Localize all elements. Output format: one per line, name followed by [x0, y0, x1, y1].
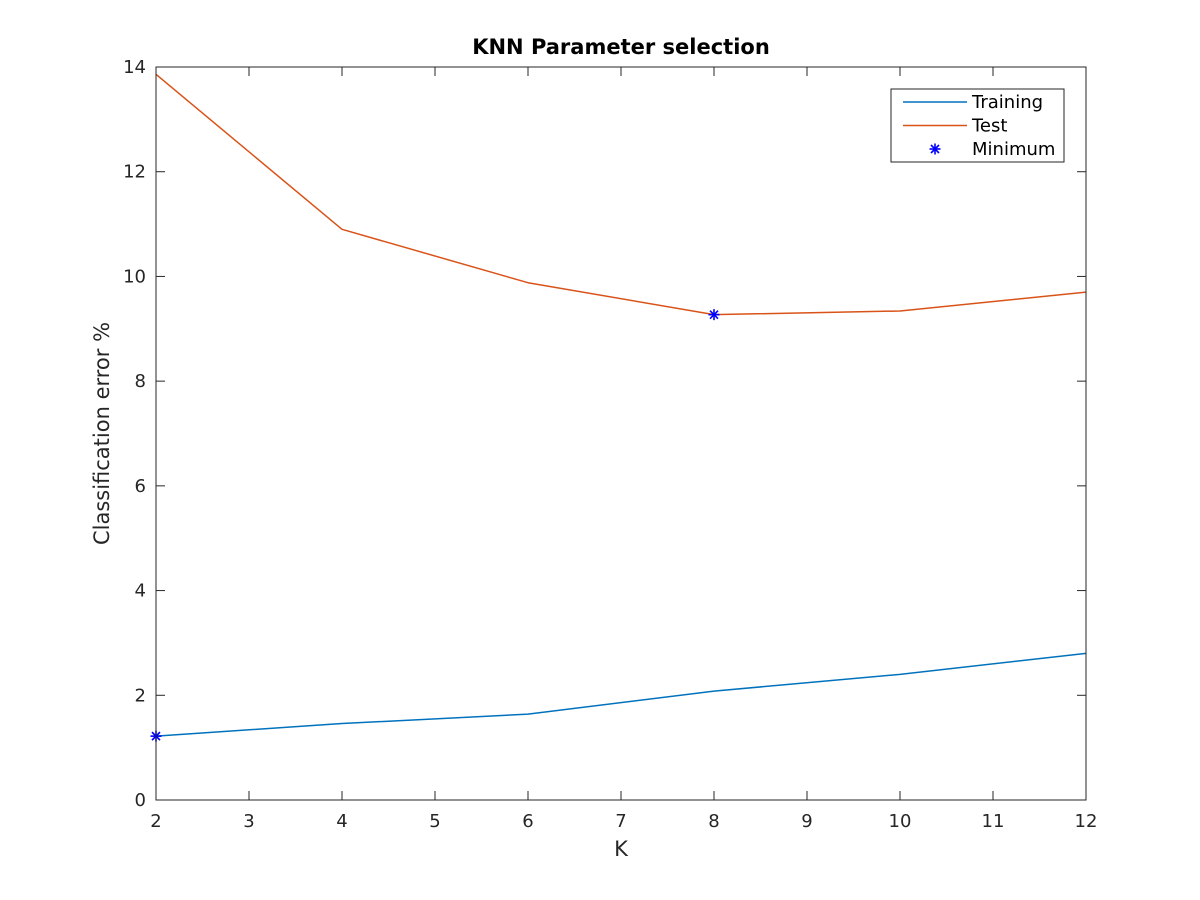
y-tick-label: 12	[123, 162, 146, 183]
x-tick-label: 9	[801, 811, 812, 832]
x-tick-label: 11	[982, 811, 1005, 832]
legend-minimum-marker	[929, 143, 941, 155]
y-tick-label: 0	[135, 790, 146, 811]
plot-area	[156, 67, 1086, 800]
x-tick-label: 2	[150, 811, 161, 832]
legend-test-label: Test	[971, 116, 1007, 137]
x-tick-label: 4	[336, 811, 347, 832]
y-tick-label: 14	[123, 57, 146, 78]
x-tick-label: 10	[889, 811, 912, 832]
test-line	[155, 73, 1087, 316]
minimum-marker	[708, 309, 720, 321]
x-axis-label: K	[614, 837, 629, 861]
y-tick-label: 8	[135, 371, 146, 392]
y-axis-ticks: 0 2 4 6 8 10 12 14	[123, 57, 1086, 811]
x-tick-label: 6	[522, 811, 533, 832]
x-tick-label: 8	[708, 811, 719, 832]
y-tick-label: 2	[135, 685, 146, 706]
y-tick-label: 10	[123, 266, 146, 287]
training-line	[155, 652, 1087, 737]
legend-minimum-label: Minimum	[972, 139, 1055, 160]
y-tick-label: 4	[135, 581, 146, 602]
chart-title: KNN Parameter selection	[472, 35, 770, 59]
x-tick-label: 3	[243, 811, 254, 832]
y-axis-label: Classification error %	[90, 322, 114, 545]
x-tick-label: 12	[1075, 811, 1098, 832]
x-axis-ticks: 2 3 4 5 6 7 8 9 10 11 12	[150, 67, 1097, 832]
x-tick-label: 5	[429, 811, 440, 832]
y-tick-label: 6	[135, 476, 146, 497]
x-tick-label: 7	[615, 811, 626, 832]
axes-box	[155, 66, 1087, 801]
legend-training-label: Training	[971, 92, 1043, 113]
